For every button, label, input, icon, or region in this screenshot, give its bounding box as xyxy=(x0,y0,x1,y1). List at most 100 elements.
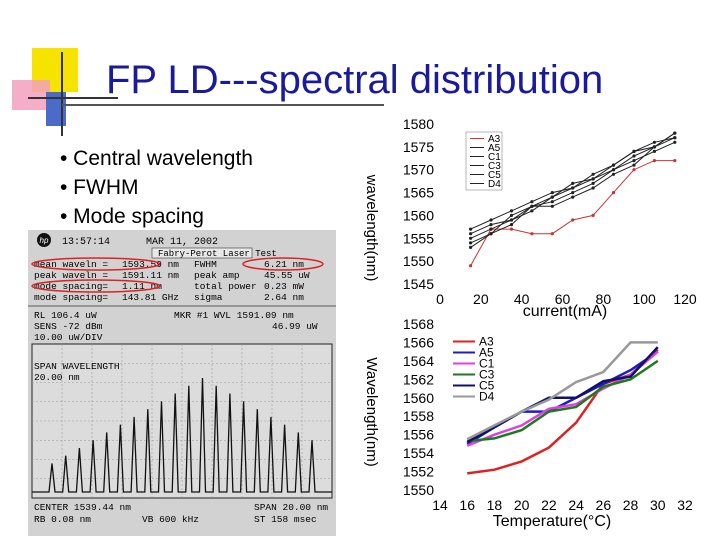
data-point xyxy=(673,140,677,144)
data-point xyxy=(673,159,677,163)
data-point xyxy=(632,168,636,172)
legend-label: A5 xyxy=(488,143,501,154)
x-tick-label: 100 xyxy=(632,291,656,307)
hp-logo-icon: hp xyxy=(37,233,51,247)
data-point xyxy=(550,232,554,236)
x-tick-label: 40 xyxy=(514,291,530,307)
test-name-box xyxy=(151,247,253,259)
x-tick-label: 18 xyxy=(487,497,503,513)
slide-logo xyxy=(12,48,118,136)
row-value2: 2.64 nm xyxy=(264,292,304,303)
y-axis-label: Wavelength(nm) xyxy=(363,357,380,466)
data-point xyxy=(591,186,595,190)
svg-text:hp: hp xyxy=(40,236,49,245)
row-value: 1593.59 nm xyxy=(122,259,179,270)
data-point xyxy=(469,227,473,231)
data-point xyxy=(632,154,636,158)
row-value2: 6.21 nm xyxy=(264,259,304,270)
data-point xyxy=(530,209,534,213)
data-point xyxy=(530,204,534,208)
bullet-item: • Mode spacing xyxy=(60,205,204,228)
data-point xyxy=(550,204,554,208)
data-point xyxy=(611,191,616,195)
y-tick-label: 1562 xyxy=(403,371,434,387)
data-point xyxy=(632,163,636,167)
y-tick-label: 1550 xyxy=(403,253,434,269)
highlight-mode-spacing xyxy=(31,279,161,293)
slide-title: FP LD---spectral distribution xyxy=(106,58,604,102)
row-label2: peak amp xyxy=(194,270,240,281)
data-point xyxy=(673,136,677,140)
data-point xyxy=(489,218,493,222)
data-point xyxy=(652,149,656,153)
legend-label: C5 xyxy=(479,379,495,393)
data-point xyxy=(591,177,595,181)
x-tick-label: 16 xyxy=(459,497,475,513)
row-label: mode spacing= xyxy=(34,292,108,303)
data-point xyxy=(469,232,473,236)
data-point xyxy=(489,227,493,231)
data-point xyxy=(673,131,677,135)
y-tick-label: 1566 xyxy=(403,334,434,350)
x-tick-label: 22 xyxy=(541,497,557,513)
y-tick-label: 1570 xyxy=(403,162,434,178)
series-line-c5 xyxy=(466,346,659,444)
chart-wavelength-vs-temperature: 1568 1566 1564 1562 1560 1558 1556 1554 1552 1550… xyxy=(363,316,693,530)
test-name: Fabry-Perot Laser Test xyxy=(158,249,277,259)
center-wavelength: CENTER 1539.44 nm xyxy=(34,502,131,513)
span-value: 20.00 nm xyxy=(34,372,80,383)
y-tick-label: 1555 xyxy=(403,230,434,246)
data-point xyxy=(509,209,514,213)
x-tick-label: 120 xyxy=(673,291,697,307)
y-tick-label: 1575 xyxy=(403,139,434,155)
data-point xyxy=(509,223,514,227)
data-point xyxy=(632,149,636,153)
y-tick-label: 1560 xyxy=(403,207,434,223)
legend-label: A3 xyxy=(479,335,494,349)
x-tick-label: 26 xyxy=(596,497,612,513)
data-point xyxy=(509,218,514,222)
row-label: mean waveln = xyxy=(34,259,108,270)
marker-value: 46.99 uW xyxy=(272,321,318,332)
data-point xyxy=(530,232,534,236)
y-axis-label: wavelength(nm) xyxy=(363,174,380,282)
video-bw: VB 600 kHz xyxy=(142,514,199,525)
legend-label: D4 xyxy=(479,390,495,404)
data-point xyxy=(469,264,473,268)
x-tick-label: 30 xyxy=(650,497,666,513)
scale-div: 10.00 uW/DIV xyxy=(34,332,103,343)
data-point xyxy=(509,227,514,231)
x-tick-label: 80 xyxy=(596,291,612,307)
data-point xyxy=(611,172,616,176)
y-tick-label: 1565 xyxy=(403,185,434,201)
y-tick-label: 1554 xyxy=(403,445,434,461)
legend-label: C3 xyxy=(488,161,501,172)
x-tick-label: 60 xyxy=(555,291,571,307)
row-label2: total power xyxy=(194,281,257,292)
series-line-c3 xyxy=(467,359,659,443)
data-point xyxy=(632,159,636,163)
spectrum-trace xyxy=(32,377,332,493)
legend-label: A3 xyxy=(488,134,501,145)
sweep-time: ST 158 msec xyxy=(254,514,317,525)
row-value2: 0.23 mW xyxy=(264,281,304,292)
x-tick-label: 20 xyxy=(473,291,489,307)
data-point xyxy=(611,168,616,172)
y-tick-label: 1580 xyxy=(403,116,434,132)
marker-info: MKR #1 WVL 1591.09 nm xyxy=(174,310,294,321)
bullet-list: • Central wavelength • FWHM • Mode spaci… xyxy=(60,144,253,231)
data-point xyxy=(652,159,656,163)
series-line-d4 xyxy=(466,341,658,441)
y-tick-label: 1552 xyxy=(403,464,434,480)
row-label2: sigma xyxy=(194,292,223,303)
ref-level: RL 106.4 uW xyxy=(34,310,97,321)
row-value: 143.81 GHz xyxy=(122,292,179,303)
data-point xyxy=(571,218,575,222)
legend-box xyxy=(465,131,503,191)
data-point xyxy=(489,232,493,236)
analyzer-time: 13:57:14 xyxy=(62,237,110,248)
bullet-item: • Central wavelength xyxy=(60,147,253,170)
